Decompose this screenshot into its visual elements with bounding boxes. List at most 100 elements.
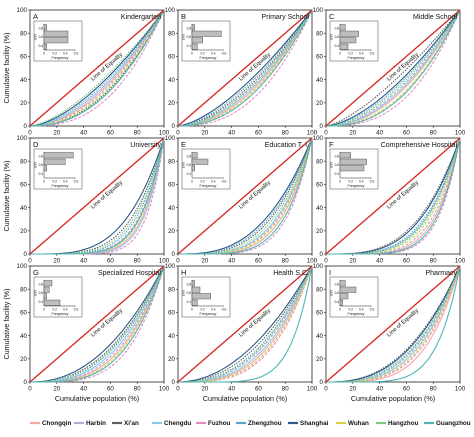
series-line-wuhan (30, 137, 165, 255)
panel-title: Primary School (262, 14, 310, 21)
panel-title: Health S.C. (273, 270, 309, 277)
y-tick-label: 100 (313, 7, 324, 14)
x-tick-label: 40 (228, 258, 235, 265)
equality-line (29, 9, 165, 127)
inset-x-tick: 0.2 (52, 180, 57, 184)
panel-letter: C (329, 12, 335, 21)
y-tick-label: 40 (20, 205, 27, 212)
inset-x-tick: 0.6 (370, 180, 375, 184)
x-tick-label: 60 (255, 258, 262, 265)
inset-x-tick: 0.2 (348, 180, 353, 184)
inset-bar (339, 280, 346, 287)
panel-title: Pharmacy (425, 270, 457, 277)
inset-bar (43, 24, 47, 31)
x-tick-label: 40 (376, 386, 383, 393)
x-tick-label: 40 (80, 130, 87, 137)
series-line-harbin (30, 265, 165, 383)
series-line-harbin (326, 265, 461, 383)
legend-label: Chongqin (42, 420, 72, 427)
x-tick-label: 20 (349, 386, 356, 393)
inset-bar (339, 299, 343, 306)
inset-x-tick: 0 (339, 180, 341, 184)
inset-histogram: 0.4 0.6 0.8 0 0.2 0.4 0.6 Frequency Gini (34, 20, 83, 62)
inset-bar (43, 37, 69, 44)
inset-y-tick: 0.8 (335, 155, 340, 159)
inset-x-tick: 0.4 (63, 308, 68, 312)
inset-x-tick: 0.2 (348, 308, 353, 312)
x-tick-label: 100 (455, 258, 466, 265)
series-line-wuhan (178, 265, 313, 383)
inset-y-tick: 0.4 (39, 44, 44, 48)
inset-y-tick: 0.8 (335, 283, 340, 287)
inset-x-tick: 0.4 (63, 180, 68, 184)
legend-item-zhengzhou: Zhengzhou (236, 420, 282, 427)
inset-frame (33, 276, 83, 318)
inset-y-tick: 0.8 (187, 283, 192, 287)
inset-bar (339, 286, 357, 293)
equality-line (325, 9, 461, 127)
y-axis-title: Cumulative facility (%) (2, 288, 11, 359)
legend: Chongqin Harbin Xi'an Chengdu Fuzhou Zhengzho… (30, 420, 471, 427)
inset-y-tick: 0.8 (187, 155, 192, 159)
series-line-hangzhou (325, 9, 461, 127)
x-tick-label: 40 (80, 386, 87, 393)
legend-item-shanghai: Shanghai (288, 420, 329, 427)
x-tick-label: 60 (403, 386, 410, 393)
inset-bar (43, 43, 47, 50)
x-tick-label: 100 (159, 258, 170, 265)
series-line-guangzhou (178, 9, 313, 127)
inset-bar (339, 37, 357, 44)
y-tick-label: 40 (20, 333, 27, 340)
inset-y-tick: 0.4 (187, 172, 192, 176)
inset-x-tick: 0.4 (359, 180, 364, 184)
x-tick-label: 40 (376, 130, 383, 137)
series-line-fuzhou (178, 9, 313, 127)
inset-ylabel: Gini (330, 162, 334, 169)
y-tick-label: 60 (20, 310, 27, 317)
legend-item-harbin: Harbin (74, 420, 106, 427)
inset-ylabel: Gini (182, 162, 186, 169)
series-line-zhengzhou (29, 9, 165, 127)
x-tick-label: 0 (176, 386, 180, 393)
inset-bar (43, 286, 50, 293)
inset-histogram: 0.4 0.6 0.8 0 0.2 0.4 0.6 Frequency Gini (330, 148, 379, 190)
series-line-wuhan (30, 265, 165, 383)
series-line-guangzhou (178, 265, 313, 383)
panel-letter: F (329, 140, 334, 149)
series-line-guangzhou (326, 265, 461, 383)
x-tick-label: 0 (324, 130, 328, 137)
legend-label: Shanghai (300, 420, 329, 427)
inset-ylabel: Gini (34, 34, 38, 41)
inset-bar (43, 30, 69, 37)
y-tick-label: 100 (17, 263, 28, 270)
x-tick-label: 40 (228, 130, 235, 137)
inset-histogram: 0.4 0.6 0.8 0 0.2 0.4 0.6 Frequency Gini (33, 276, 83, 318)
inset-y-tick: 0.6 (39, 291, 44, 295)
x-tick-label: 100 (307, 386, 318, 393)
series-line-harbin (325, 9, 461, 127)
equality-line (325, 137, 461, 255)
inset-x-tick: 0.2 (200, 308, 205, 312)
panel-letter: H (181, 268, 186, 277)
inset-x-tick: 0 (43, 52, 45, 56)
inset-bar (191, 30, 222, 37)
inset-xlabel: Frequency (348, 312, 365, 316)
series-line-guangzhou (30, 9, 165, 127)
equality-line (177, 265, 313, 383)
panel-title: Middle School (413, 14, 457, 21)
x-tick-label: 40 (228, 386, 235, 393)
y-tick-label: 0 (24, 123, 28, 130)
inset-y-tick: 0.6 (187, 291, 192, 295)
inset-x-tick: 0 (43, 180, 45, 184)
x-axis-title: Cumulative population (%) (55, 394, 139, 403)
y-tick-label: 0 (24, 379, 28, 386)
legend-label: Guangzhou (436, 420, 471, 427)
inset-histogram: 0.4 0.6 0.8 0 0.2 0.4 0.6 Frequency Gini (182, 148, 231, 190)
series-line-shanghai (29, 9, 165, 127)
inset-y-tick: 0.8 (39, 27, 44, 31)
y-tick-label: 0 (172, 123, 176, 130)
y-tick-label: 100 (17, 135, 28, 142)
